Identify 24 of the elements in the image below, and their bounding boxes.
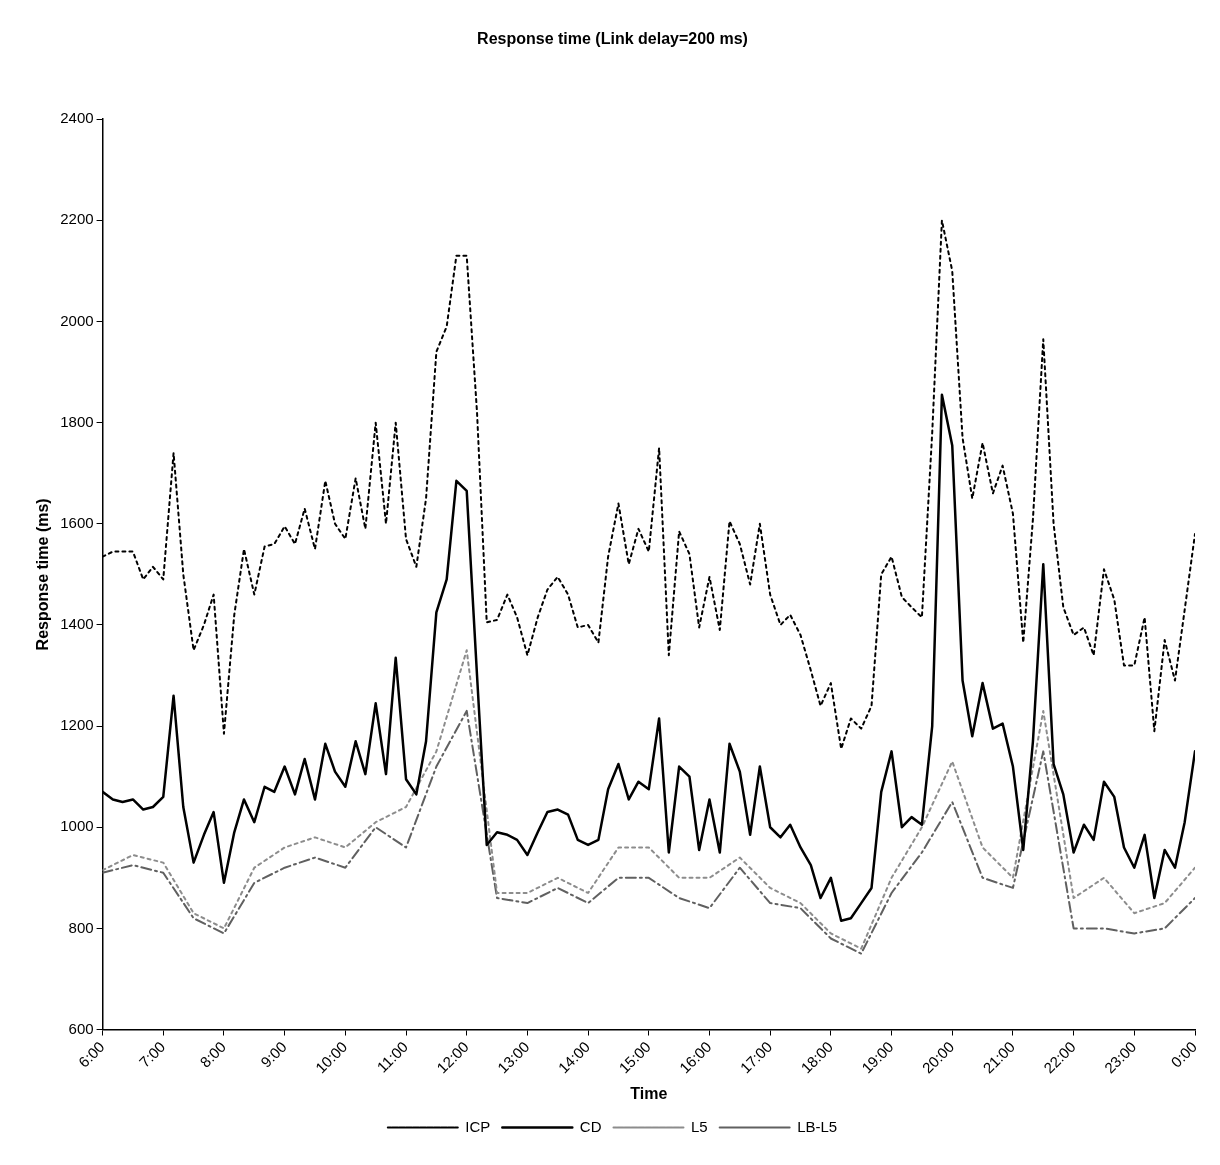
y-axis-title: Response time (ms) [34, 498, 52, 651]
x-axis-title: Time [630, 1084, 668, 1102]
chart-title: Response time (Link delay=200 ms) [477, 30, 748, 48]
y-tick-label: 2400 [60, 109, 94, 127]
y-tick-label: 2000 [60, 311, 94, 329]
x-tick-label: 0:00 [1167, 1037, 1201, 1071]
legend-label: CD [579, 1117, 602, 1135]
x-tick-label: 8:00 [196, 1037, 229, 1071]
y-tick-label: 600 [68, 1019, 94, 1037]
y-tick-label: 1800 [60, 412, 94, 430]
y-tick-label: 2200 [60, 210, 94, 228]
x-tick-label: 9:00 [257, 1037, 290, 1071]
y-tick-label: 1400 [60, 615, 94, 633]
x-tick-label: 6:00 [74, 1037, 108, 1071]
y-tick-label: 1000 [60, 817, 94, 835]
y-tick-label: 1600 [60, 513, 94, 531]
y-tick-label: 1200 [60, 716, 94, 734]
line-series [102, 709, 1195, 955]
legend-label: LB-L5 [797, 1117, 838, 1135]
x-tick-label: 7:00 [135, 1037, 169, 1071]
legend-label: ICP [465, 1117, 491, 1135]
legend-label: L5 [690, 1117, 708, 1135]
line-series [102, 649, 1195, 950]
y-tick-label: 800 [68, 918, 94, 936]
